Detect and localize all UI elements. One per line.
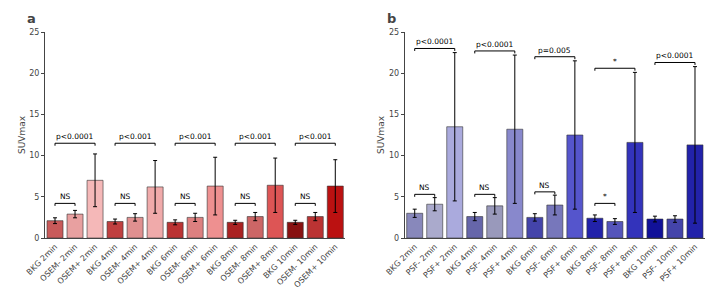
svg-text:BKG 10min: BKG 10min [261, 242, 299, 280]
svg-text:BKG 6min: BKG 6min [145, 242, 179, 276]
svg-text:15: 15 [389, 110, 399, 119]
svg-text:PSF- 6min: PSF- 6min [524, 242, 559, 277]
svg-text:PSF+ 6min: PSF+ 6min [542, 242, 579, 279]
svg-text:p<0.001: p<0.001 [119, 132, 152, 141]
svg-text:BKG 4min: BKG 4min [85, 242, 119, 276]
svg-text:NS: NS [419, 183, 430, 192]
svg-text:OSEM+ 4min: OSEM+ 4min [116, 242, 160, 286]
svg-text:BKG 4min: BKG 4min [445, 242, 479, 276]
svg-text:PSF+ 8min: PSF+ 8min [602, 242, 639, 279]
svg-text:OSEM- 8min: OSEM- 8min [218, 242, 259, 283]
svg-text:OSEM+ 6min: OSEM+ 6min [176, 242, 220, 286]
svg-text:p<0.0001: p<0.0001 [656, 51, 694, 60]
svg-text:SUVmax: SUVmax [17, 115, 27, 154]
svg-text:15: 15 [29, 110, 39, 119]
svg-text:OSEM- 4min: OSEM- 4min [98, 242, 139, 283]
svg-text:PSF+ 10min: PSF+ 10min [658, 242, 699, 283]
svg-text:NS: NS [300, 192, 311, 201]
svg-text:PSF+ 4min: PSF+ 4min [482, 242, 519, 279]
svg-text:PSF- 10min: PSF- 10min [641, 242, 679, 280]
svg-text:0: 0 [34, 234, 39, 243]
svg-text:NS: NS [240, 192, 251, 201]
svg-text:OSEM+ 10min: OSEM+ 10min [292, 242, 339, 289]
svg-text:5: 5 [394, 193, 399, 202]
svg-text:10: 10 [389, 151, 399, 160]
svg-text:BKG 2min: BKG 2min [385, 242, 419, 276]
svg-text:PSF+ 2min: PSF+ 2min [422, 242, 459, 279]
svg-text:p<0.0001: p<0.0001 [476, 40, 514, 49]
svg-text:20: 20 [389, 69, 399, 78]
svg-text:5: 5 [34, 193, 39, 202]
svg-text:20: 20 [29, 69, 39, 78]
svg-text:b: b [387, 11, 396, 26]
svg-text:25: 25 [389, 28, 399, 37]
svg-text:*: * [603, 192, 607, 201]
svg-text:p=0.005: p=0.005 [538, 46, 571, 55]
svg-text:p<0.001: p<0.001 [239, 132, 272, 141]
svg-text:PSF- 2min: PSF- 2min [404, 242, 439, 277]
svg-text:p<0.001: p<0.001 [179, 132, 212, 141]
svg-text:0: 0 [394, 234, 399, 243]
svg-text:*: * [613, 57, 617, 66]
svg-text:a: a [27, 11, 36, 26]
svg-text:BKG 8min: BKG 8min [565, 242, 599, 276]
svg-text:OSEM- 10min: OSEM- 10min [275, 242, 320, 287]
svg-text:OSEM+ 8min: OSEM+ 8min [236, 242, 280, 286]
svg-text:25: 25 [29, 28, 39, 37]
svg-text:BKG 8min: BKG 8min [205, 242, 239, 276]
svg-text:PSF- 8min: PSF- 8min [584, 242, 619, 277]
svg-text:SUVmax: SUVmax [376, 115, 386, 154]
svg-text:NS: NS [539, 181, 550, 190]
svg-text:p<0.0001: p<0.0001 [416, 37, 454, 46]
svg-text:OSEM- 2min: OSEM- 2min [38, 242, 79, 283]
svg-text:NS: NS [60, 192, 71, 201]
svg-text:p<0.001: p<0.001 [299, 132, 332, 141]
svg-text:BKG 10min: BKG 10min [621, 242, 659, 280]
svg-text:p<0.0001: p<0.0001 [56, 132, 94, 141]
svg-text:10: 10 [29, 151, 39, 160]
svg-text:OSEM- 6min: OSEM- 6min [158, 242, 199, 283]
svg-text:BKG 6min: BKG 6min [505, 242, 539, 276]
svg-text:NS: NS [479, 183, 490, 192]
svg-text:OSEM+ 2min: OSEM+ 2min [56, 242, 100, 286]
svg-text:NS: NS [120, 192, 131, 201]
svg-text:NS: NS [180, 192, 191, 201]
svg-text:PSF- 4min: PSF- 4min [464, 242, 499, 277]
svg-text:BKG 2min: BKG 2min [25, 242, 59, 276]
